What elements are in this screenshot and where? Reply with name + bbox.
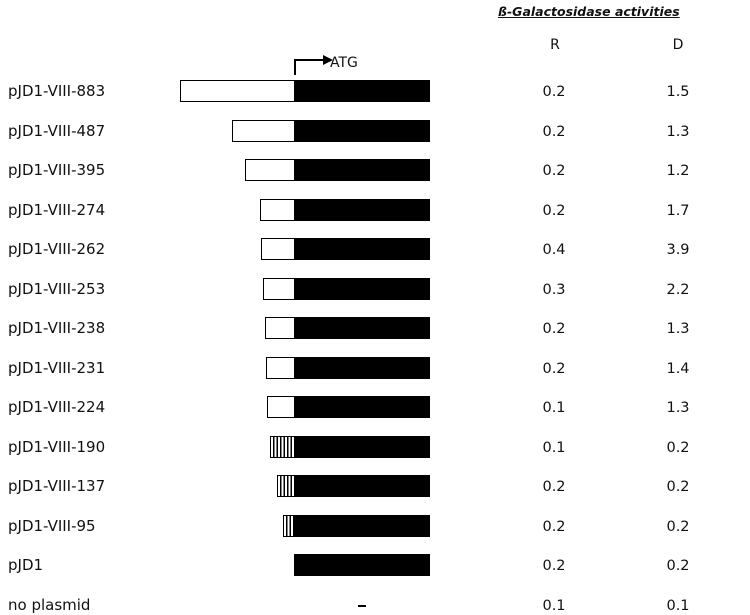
- lacz-coding-bar: [294, 159, 430, 181]
- promoter-region-bar: [265, 317, 295, 339]
- lacz-coding-bar: [294, 475, 430, 497]
- lacz-coding-bar: [294, 198, 430, 221]
- lacz-coding-bar: [294, 317, 430, 339]
- activity-r-value: 0.2: [542, 84, 566, 100]
- construct-label: pJD1-VIII-231: [8, 358, 106, 377]
- construct-label: pJD1-VIII-262: [8, 240, 106, 258]
- lacz-coding-bar: [294, 238, 430, 260]
- activity-d-value: 0.1: [666, 597, 690, 614]
- activity-d-value: 1.7: [666, 202, 690, 219]
- activity-r-value: 0.2: [542, 202, 566, 219]
- lacz-coding-bar: [294, 119, 430, 142]
- activity-r-value: 0.2: [542, 360, 566, 377]
- activity-d-value: 1.5: [666, 84, 690, 100]
- activity-r-value: 0.1: [542, 597, 566, 614]
- promoter-region-bar: [267, 396, 295, 418]
- promoter-region-bar: [270, 435, 295, 458]
- promoter-region-bar: [260, 198, 295, 221]
- lacz-coding-bar: [294, 80, 430, 102]
- promoter-region-bar: [180, 80, 295, 102]
- no-construct-dash: [358, 604, 366, 607]
- promoter-region-bar: [263, 277, 295, 300]
- activity-d-value: 0.2: [666, 558, 690, 574]
- promoter-region-bar: [232, 119, 295, 142]
- activity-r-value: 0.2: [542, 163, 566, 179]
- lacz-coding-bar: [294, 277, 430, 300]
- lacz-coding-bar: [294, 396, 430, 418]
- activity-r-value: 0.3: [542, 281, 566, 298]
- construct-label: pJD1: [8, 556, 44, 574]
- activity-d-value: 1.3: [666, 123, 690, 140]
- promoter-region-bar: [245, 159, 295, 181]
- activity-r-value: 0.2: [542, 518, 566, 535]
- promoter-region-bar: [266, 356, 295, 379]
- activity-d-value: 0.2: [666, 439, 690, 456]
- activity-r-value: 0.2: [542, 558, 566, 574]
- lacz-coding-bar: [294, 554, 430, 576]
- activity-d-value: 1.3: [666, 321, 690, 337]
- activity-d-value: 0.2: [666, 479, 690, 495]
- activity-d-value: 1.4: [666, 360, 690, 377]
- activity-d-value: 3.9: [666, 242, 690, 258]
- construct-label: pJD1-VIII-395: [8, 161, 106, 179]
- activity-r-value: 0.2: [542, 321, 566, 337]
- atg-label: ATG: [330, 55, 358, 71]
- construct-label: pJD1-VIII-253: [8, 279, 106, 298]
- transcription-start-arrow: [294, 55, 333, 75]
- construct-label: pJD1-VIII-95: [8, 516, 96, 535]
- promoter-region-bar: [261, 238, 295, 260]
- construct-label: pJD1-VIII-487: [8, 121, 106, 140]
- column-header-d: D: [672, 37, 684, 53]
- column-header-r: R: [550, 37, 560, 53]
- activity-d-value: 1.2: [666, 163, 690, 179]
- construct-label: pJD1-VIII-274: [8, 200, 106, 219]
- construct-label: no plasmid: [8, 595, 91, 614]
- activity-d-value: 0.2: [666, 518, 690, 535]
- activity-r-value: 0.4: [542, 242, 566, 258]
- construct-label: pJD1-VIII-190: [8, 437, 106, 456]
- construct-label: pJD1-VIII-224: [8, 398, 106, 416]
- promoter-region-bar: [277, 475, 295, 497]
- activity-header: ß-Galactosidase activities: [498, 4, 680, 19]
- lacz-coding-bar: [294, 435, 430, 458]
- lacz-coding-bar: [294, 514, 430, 537]
- activity-r-value: 0.1: [542, 439, 566, 456]
- construct-label: pJD1-VIII-883: [8, 82, 106, 100]
- lacz-coding-bar: [294, 356, 430, 379]
- construct-label: pJD1-VIII-238: [8, 319, 106, 337]
- activity-r-value: 0.2: [542, 479, 566, 495]
- activity-r-value: 0.1: [542, 400, 566, 416]
- activity-r-value: 0.2: [542, 123, 566, 140]
- activity-d-value: 2.2: [666, 281, 690, 298]
- construct-label: pJD1-VIII-137: [8, 477, 106, 495]
- activity-d-value: 1.3: [666, 400, 690, 416]
